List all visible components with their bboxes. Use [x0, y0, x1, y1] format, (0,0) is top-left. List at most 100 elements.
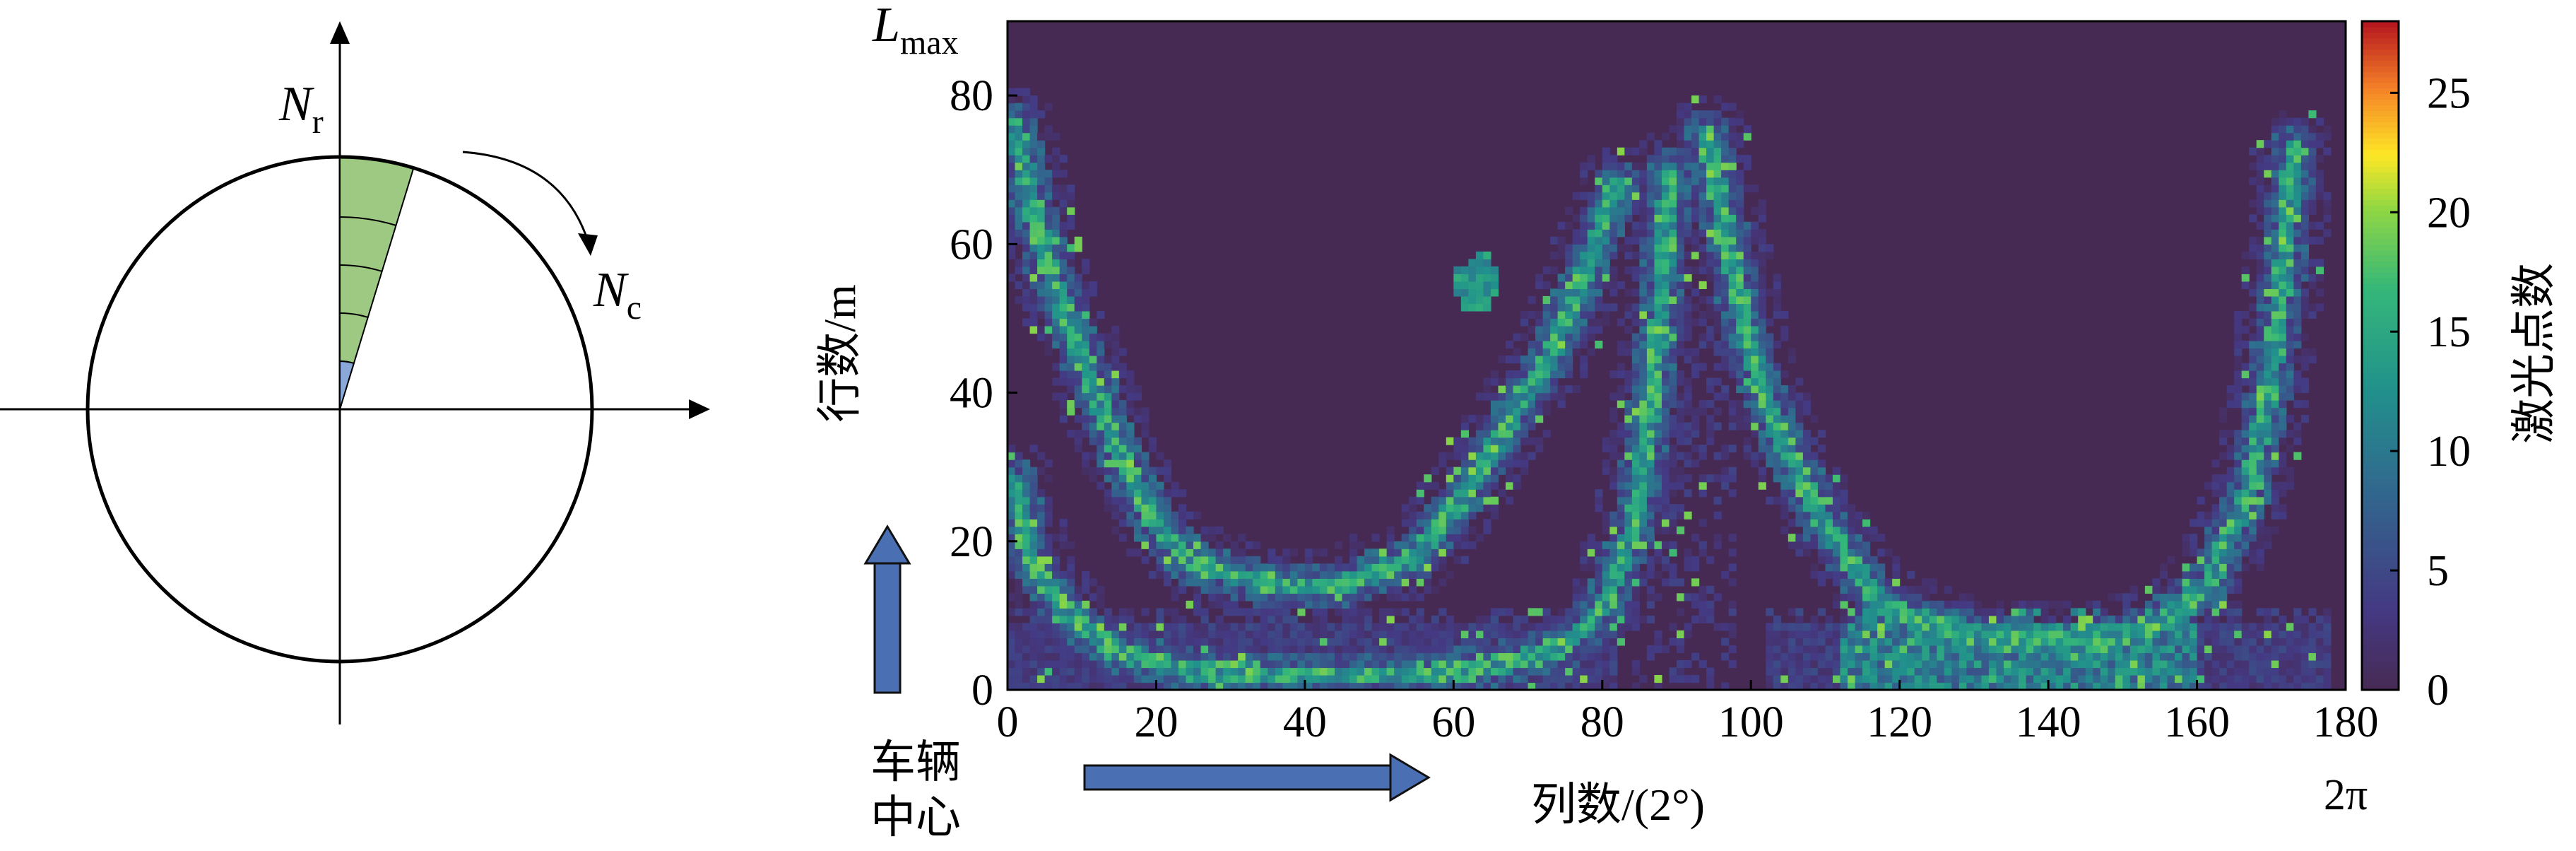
heatmap-cell	[1617, 199, 1625, 208]
heatmap-cell	[1631, 348, 1640, 356]
heatmap-cell	[1141, 415, 1150, 423]
heatmap-cell	[1684, 674, 1692, 683]
heatmap-cell	[2256, 459, 2264, 468]
heatmap-cell	[1245, 563, 1253, 572]
heatmap-cell	[1713, 623, 1722, 631]
heatmap-cell	[2234, 400, 2243, 409]
heatmap-cell	[1111, 496, 1120, 505]
heatmap-cell	[1067, 266, 1075, 274]
heatmap-cell	[1453, 437, 1462, 445]
heatmap-cell	[1424, 674, 1432, 683]
heatmap-cell	[1691, 318, 1700, 327]
heatmap-cell	[1082, 630, 1090, 639]
heatmap-cell	[2271, 177, 2279, 185]
heatmap-cell	[1022, 259, 1031, 267]
heatmap-cell	[1966, 630, 1975, 639]
heatmap-cell	[1624, 563, 1633, 572]
heatmap-cell	[1639, 140, 1648, 148]
heatmap-cell	[1104, 415, 1112, 423]
heatmap-cell	[2078, 615, 2086, 623]
heatmap-cell	[2249, 519, 2257, 527]
heatmap-cell	[1015, 563, 1023, 572]
heatmap-cell	[1253, 645, 1261, 654]
heatmap-cell	[2011, 645, 2019, 654]
heatmap-cell	[2271, 623, 2279, 631]
heatmap-cell	[1773, 652, 1781, 661]
heatmap-cell	[2055, 623, 2064, 631]
heatmap-cell	[1684, 623, 1692, 631]
heatmap-cell	[1572, 667, 1581, 676]
heatmap-cell	[1639, 274, 1648, 282]
heatmap-cell	[1178, 526, 1187, 534]
heatmap-cell	[1289, 682, 1298, 691]
heatmap-cell	[1104, 659, 1112, 669]
heatmap-cell	[1773, 674, 1781, 683]
heatmap-cell	[1163, 474, 1172, 483]
heatmap-cell	[1163, 608, 1172, 616]
heatmap-cell	[1319, 548, 1328, 557]
heatmap-cell	[1840, 474, 1848, 483]
heatmap-cell	[1892, 593, 1901, 601]
heatmap-cell	[1238, 674, 1246, 683]
heatmap-cell	[1044, 652, 1053, 661]
heatmap-cell	[1431, 548, 1439, 557]
heatmap-cell	[1677, 638, 1685, 646]
heatmap-cell	[1572, 333, 1581, 341]
heatmap-cell	[1758, 199, 1766, 208]
heatmap-cell	[1661, 504, 1670, 512]
heatmap-cell	[1788, 638, 1796, 646]
heatmap-cell	[1097, 340, 1105, 349]
heatmap-cell	[1268, 615, 1276, 623]
heatmap-cell	[2264, 496, 2272, 505]
heatmap-cell	[1289, 615, 1298, 623]
heatmap-cell	[1260, 630, 1268, 639]
heatmap-cell	[1327, 578, 1335, 587]
heatmap-cell	[1171, 585, 1179, 594]
heatmap-cell	[2256, 526, 2264, 534]
heatmap-cell	[1364, 682, 1373, 691]
heatmap-cell	[1669, 325, 1677, 334]
heatmap-cell	[1535, 370, 1544, 379]
heatmap-cell	[1141, 659, 1150, 669]
heatmap-cell	[2249, 377, 2257, 386]
heatmap-cell	[1661, 170, 1670, 178]
heatmap-cell	[1104, 340, 1112, 349]
heatmap-cell	[1483, 281, 1491, 289]
heatmap-cell	[2226, 526, 2235, 534]
heatmap-cell	[1148, 638, 1157, 646]
heatmap-cell	[1624, 184, 1633, 193]
heatmap-cell	[1297, 652, 1306, 661]
heatmap-cell	[1609, 481, 1618, 490]
heatmap-cell	[1661, 452, 1670, 460]
heatmap-cell	[1178, 511, 1187, 520]
heatmap-cell	[2129, 630, 2138, 639]
heatmap-cell	[1691, 674, 1700, 683]
heatmap-cell	[1661, 303, 1670, 312]
heatmap-cell	[1111, 511, 1120, 520]
heatmap-cell	[2226, 452, 2235, 460]
heatmap-cell	[1178, 556, 1187, 564]
heatmap-cell	[1015, 593, 1023, 601]
heatmap-cell	[1193, 578, 1202, 587]
heatmap-cell	[1029, 266, 1038, 274]
heatmap-cell	[1163, 511, 1172, 520]
heatmap-cell	[1498, 638, 1506, 646]
heatmap-cell	[1840, 489, 1848, 498]
heatmap-cell	[1832, 556, 1841, 564]
heatmap-cell	[1773, 303, 1781, 312]
heatmap-cell	[1646, 325, 1655, 334]
heatmap-cell	[2152, 645, 2161, 654]
heatmap-cell	[1148, 659, 1157, 669]
heatmap-cell	[2190, 674, 2198, 683]
heatmap-cell	[1460, 266, 1469, 274]
heatmap-cell	[1505, 422, 1514, 430]
heatmap-cell	[1892, 630, 1901, 639]
heatmap-cell	[1059, 318, 1068, 327]
heatmap-cell	[1230, 570, 1239, 579]
heatmap-cell	[1126, 481, 1135, 490]
heatmap-cell	[1751, 407, 1759, 416]
heatmap-cell	[1580, 541, 1588, 549]
heatmap-cell	[1631, 608, 1640, 616]
heatmap-cell	[1118, 511, 1127, 520]
heatmap-cell	[1505, 667, 1514, 676]
